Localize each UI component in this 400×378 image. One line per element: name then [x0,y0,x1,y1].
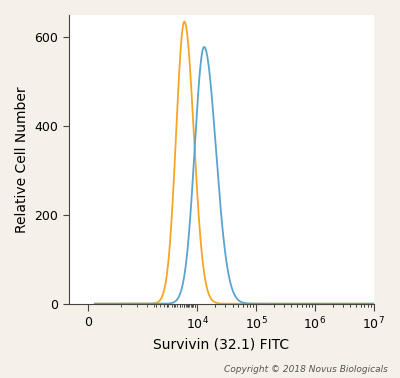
Y-axis label: Relative Cell Number: Relative Cell Number [15,86,29,233]
Text: Copyright © 2018 Novus Biologicals: Copyright © 2018 Novus Biologicals [224,365,388,374]
X-axis label: Survivin (32.1) FITC: Survivin (32.1) FITC [153,338,289,352]
